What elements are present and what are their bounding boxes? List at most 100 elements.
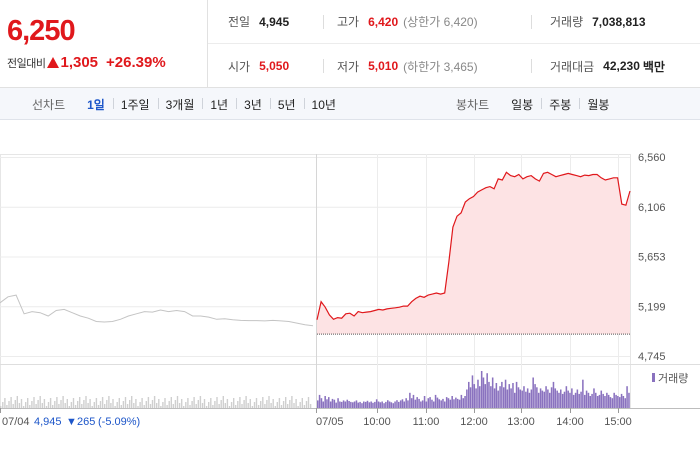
prev-day-line bbox=[0, 294, 314, 327]
tab-3month[interactable]: 3개월 bbox=[157, 96, 203, 113]
price-block: 6,250 전일대비 1,305 +26.39% bbox=[0, 0, 208, 88]
volume-bar bbox=[385, 401, 387, 408]
prev-volume-bar bbox=[99, 401, 102, 408]
volume-bar bbox=[418, 398, 420, 408]
volume-bar bbox=[445, 397, 448, 408]
stat-label: 거래대금 bbox=[550, 59, 595, 74]
stat-amount: 거래대금 42,230 백만 bbox=[550, 44, 665, 88]
volume-bar bbox=[486, 373, 488, 408]
prev-volume-bar bbox=[118, 398, 120, 408]
stats-row-1: 전일 4,945 고가 6,420 (상한가 6,420) 거래량 7,038,… bbox=[208, 0, 700, 44]
prev-volume-bar bbox=[2, 402, 4, 408]
today-area bbox=[317, 172, 630, 335]
stat-label: 시가 bbox=[228, 59, 251, 74]
tab-3year[interactable]: 3년 bbox=[236, 96, 270, 113]
prev-volume-bar bbox=[133, 403, 135, 408]
volume-bar bbox=[350, 401, 352, 408]
prev-volume-bar bbox=[97, 405, 100, 408]
volume-bar bbox=[490, 386, 492, 408]
prev-volume-bar bbox=[307, 397, 310, 408]
volume-bar bbox=[506, 389, 509, 408]
tab-10year[interactable]: 10년 bbox=[303, 96, 344, 113]
prev-volume-bar bbox=[79, 397, 81, 408]
volume-bar bbox=[322, 401, 325, 408]
stat-label: 거래량 bbox=[550, 15, 584, 29]
tab-5year[interactable]: 5년 bbox=[269, 96, 304, 113]
volume-bar bbox=[595, 392, 597, 408]
prev-volume-bar bbox=[262, 397, 264, 408]
prev-volume-bar bbox=[43, 399, 46, 408]
volume-bar bbox=[456, 398, 459, 408]
prev-volume-bar bbox=[197, 400, 199, 408]
volume-bar bbox=[622, 396, 625, 408]
volume-bar bbox=[444, 401, 446, 408]
volume-bar bbox=[348, 401, 350, 408]
tab-weekly-candle[interactable]: 주봉 bbox=[541, 96, 579, 113]
current-price: 6,250 bbox=[7, 15, 76, 47]
volume-bar bbox=[471, 375, 474, 408]
volume-bar bbox=[434, 394, 437, 408]
prev-volume-bar bbox=[160, 406, 162, 408]
volume-bar bbox=[427, 398, 430, 408]
prev-volume-bar bbox=[174, 400, 177, 408]
prev-volume-bar bbox=[189, 405, 191, 408]
volume-bar bbox=[584, 394, 586, 408]
tab-monthly-candle[interactable]: 월봉 bbox=[579, 96, 617, 113]
stat-volume: 거래량 7,038,813 bbox=[550, 0, 646, 44]
quote-panel: 6,250 전일대비 1,305 +26.39% 전일 4,945 고가 6,4… bbox=[0, 0, 700, 88]
prev-volume-bar bbox=[106, 400, 108, 408]
prev-volume-bar bbox=[164, 398, 166, 408]
prev-volume-bar bbox=[224, 403, 226, 408]
quote-stats: 전일 4,945 고가 6,420 (상한가 6,420) 거래량 7,038,… bbox=[208, 0, 700, 88]
prev-volume-bar bbox=[222, 396, 224, 408]
volume-bar bbox=[620, 393, 623, 408]
volume-bar bbox=[574, 392, 577, 408]
volume-bar bbox=[567, 390, 569, 408]
volume-bar bbox=[460, 394, 463, 408]
prev-volume-bar bbox=[18, 403, 21, 408]
tab-daily-candle[interactable]: 일봉 bbox=[511, 97, 534, 112]
y-tick-label: 5,199 bbox=[638, 301, 666, 313]
prev-volume-bar bbox=[126, 404, 129, 408]
volume-bar bbox=[560, 389, 562, 408]
volume-bar bbox=[328, 397, 330, 408]
volume-bar bbox=[493, 388, 496, 408]
prev-volume-bar bbox=[266, 400, 268, 408]
volume-bar bbox=[464, 396, 466, 408]
volume-bar bbox=[501, 381, 503, 408]
prev-volume-bar bbox=[31, 401, 33, 408]
volume-bar bbox=[420, 401, 422, 408]
volume-bar bbox=[607, 394, 610, 408]
x-tick-label: 12:00 bbox=[460, 416, 488, 428]
volume-bar bbox=[412, 394, 415, 408]
volume-legend-label: 거래량 bbox=[658, 372, 688, 385]
volume-bar bbox=[543, 391, 546, 408]
today-price-line bbox=[316, 171, 631, 321]
stat-value: 5,010 bbox=[368, 59, 399, 73]
tab-1week[interactable]: 1주일 bbox=[112, 96, 158, 113]
prev-volume-bar bbox=[285, 397, 287, 408]
prev-volume-bar bbox=[141, 398, 143, 408]
prev-volume-bar bbox=[245, 396, 247, 408]
volume-bar bbox=[591, 393, 593, 408]
volume-bar bbox=[613, 392, 615, 408]
prev-volume-bar bbox=[145, 401, 147, 408]
line-chart-tabs: 선차트 1일 1주일 3개월 1년 3년 5년 10년 bbox=[32, 88, 344, 120]
tab-1year[interactable]: 1년 bbox=[202, 96, 236, 113]
volume-bar bbox=[399, 400, 402, 408]
prev-volume-bar bbox=[183, 406, 185, 408]
volume-bar bbox=[335, 402, 337, 408]
prev-volume-bar bbox=[253, 402, 256, 408]
prev-volume-bar bbox=[68, 406, 70, 408]
upper-limit: (상한가 6,420) bbox=[403, 15, 478, 29]
prev-volume-bar bbox=[66, 399, 68, 408]
volume-bar bbox=[479, 386, 481, 408]
volume-bar bbox=[398, 401, 400, 408]
tab-1day[interactable]: 1일 bbox=[87, 97, 105, 112]
volume-bar bbox=[466, 389, 468, 408]
volume-bar bbox=[556, 390, 558, 408]
volume-bar bbox=[455, 397, 457, 408]
prev-volume-bar bbox=[268, 396, 270, 408]
volume-bar bbox=[405, 398, 407, 408]
volume-bar bbox=[458, 399, 461, 408]
